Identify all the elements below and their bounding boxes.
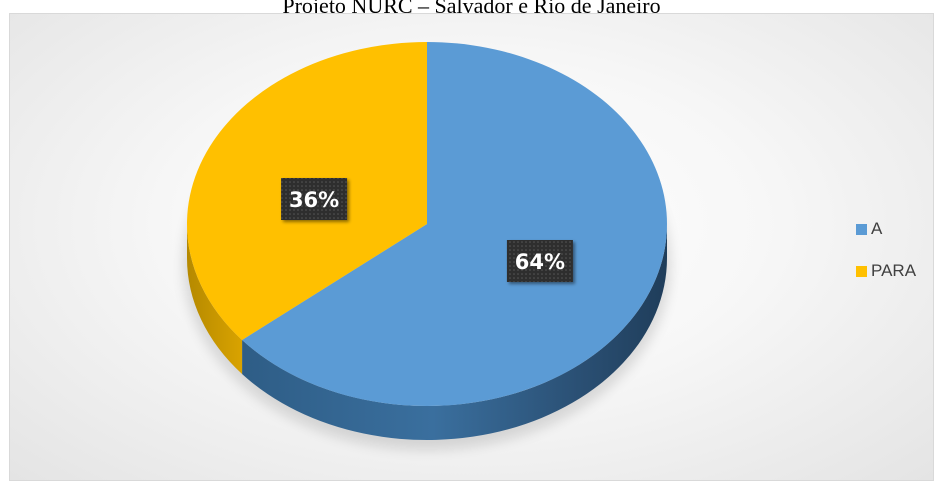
legend-label-para: PARA [871, 261, 917, 280]
legend-item-para: PARA [856, 257, 916, 285]
pie-side-a [242, 224, 667, 441]
legend-label-a: A [871, 219, 883, 238]
legend-swatch-a [856, 223, 867, 235]
svg-text:36%: 36% [289, 188, 339, 212]
pie-side-para [187, 224, 243, 375]
data-label-a: 64% [506, 239, 573, 282]
legend-swatch-para [856, 265, 867, 277]
pie-slice-a [242, 42, 668, 406]
data-label-para: 36% [281, 178, 348, 221]
legend: A PARA [856, 215, 916, 299]
svg-text:64%: 64% [515, 250, 565, 274]
legend-item-a: A [856, 215, 916, 243]
